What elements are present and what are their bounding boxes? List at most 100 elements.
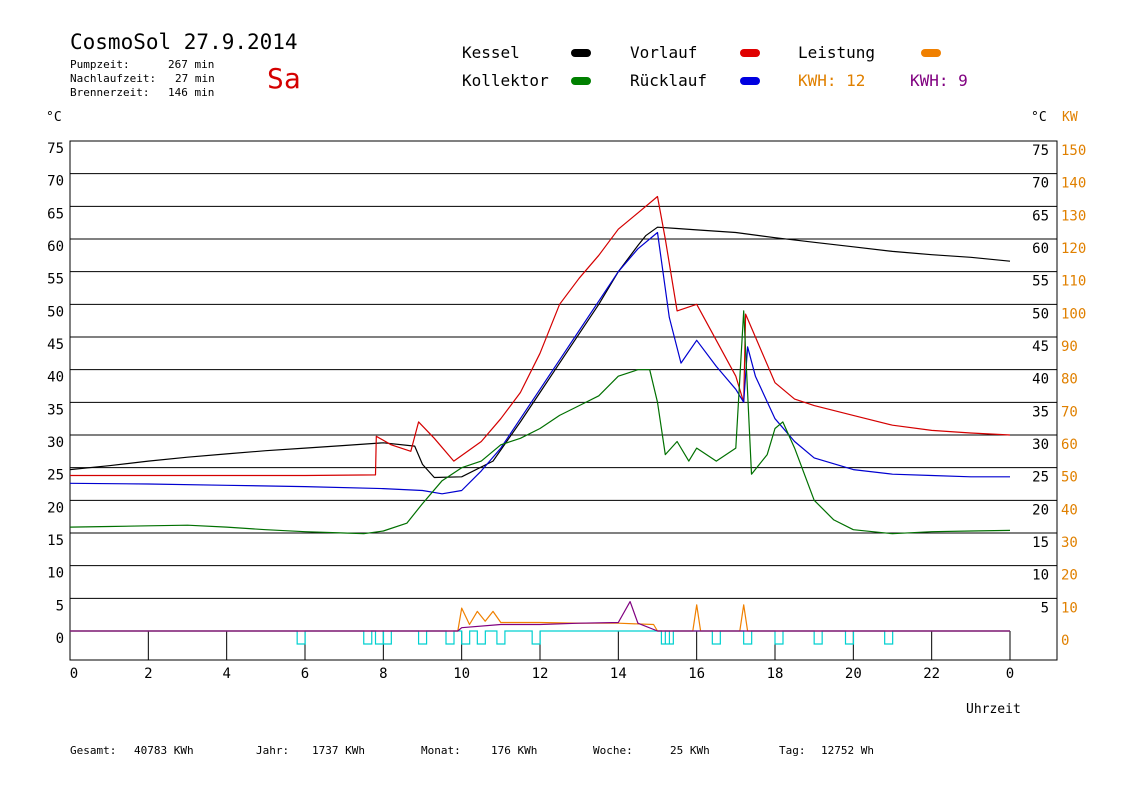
woche-label: Woche:	[593, 744, 633, 757]
jahr-value: 1737 KWh	[312, 744, 365, 757]
legend-label-vorlauf: Vorlauf	[630, 43, 698, 62]
y-tick-label: 10	[47, 566, 64, 582]
x-tick-label: 22	[923, 666, 940, 682]
y2-tick-label: 0	[1061, 633, 1069, 649]
y-tick-label: 50	[47, 304, 64, 320]
brennerzeit-label: Brennerzeit:	[70, 86, 150, 99]
y2-tick-label: 10	[1061, 600, 1078, 616]
y2-tick-label: 110	[1061, 274, 1086, 290]
y-axis-unit-right: °C	[1031, 110, 1047, 125]
x-tick-label: 2	[144, 666, 152, 682]
monat-value: 176 KWh	[491, 744, 538, 757]
x-tick-label: 4	[222, 666, 230, 682]
y-right-tick-label: 10	[1032, 568, 1049, 584]
y2-tick-label: 140	[1061, 176, 1086, 192]
nachlaufzeit-label: Nachlaufzeit:	[70, 72, 157, 85]
y2-tick-label: 100	[1061, 306, 1086, 322]
y-tick-label: 40	[47, 370, 64, 386]
y-tick-label: 0	[56, 631, 64, 647]
y-right-tick-label: 5	[1041, 600, 1049, 616]
x-tick-label: 8	[379, 666, 387, 682]
y-tick-label: 15	[47, 533, 64, 549]
x-axis-label: Uhrzeit	[966, 702, 1021, 717]
y-axis-unit-left: °C	[46, 110, 62, 125]
brennerzeit-value: 146 min	[168, 86, 215, 99]
jahr-label: Jahr:	[256, 744, 290, 757]
y2-tick-label: 120	[1061, 241, 1086, 257]
x-tick-label: 12	[532, 666, 549, 682]
x-tick-label: 16	[688, 666, 705, 682]
weekday-label: Sa	[267, 62, 301, 95]
y2-tick-label: 150	[1061, 143, 1086, 159]
legend-swatch-kollektor	[571, 77, 591, 85]
y-tick-label: 20	[47, 500, 64, 516]
x-tick-label: 20	[845, 666, 862, 682]
y-right-tick-label: 65	[1032, 208, 1049, 224]
y-right-tick-label: 25	[1032, 470, 1049, 486]
legend-label-kollektor: Kollektor	[462, 71, 549, 90]
y-right-tick-label: 20	[1032, 502, 1049, 518]
y-tick-label: 70	[47, 174, 64, 190]
y2-tick-label: 20	[1061, 568, 1078, 584]
x-tick-label: 6	[301, 666, 309, 682]
y-tick-label: 65	[47, 206, 64, 222]
y-right-tick-label: 40	[1032, 372, 1049, 388]
tag-value: 12752 Wh	[821, 744, 874, 757]
gesamt-value: 40783 KWh	[134, 744, 194, 757]
kwh-total-2: KWH: 9	[910, 71, 968, 90]
y-right-tick-label: 55	[1032, 274, 1049, 290]
y-tick-label: 30	[47, 435, 64, 451]
monat-label: Monat:	[421, 744, 461, 757]
y-tick-label: 55	[47, 272, 64, 288]
x-tick-label: 18	[767, 666, 784, 682]
legend-label-leistung: Leistung	[798, 43, 876, 62]
x-tick-label: 0	[70, 666, 78, 682]
y-right-tick-label: 15	[1032, 535, 1049, 551]
plot-frame	[69, 140, 1058, 661]
y2-tick-label: 70	[1061, 404, 1078, 420]
tag-label: Tag:	[779, 744, 806, 757]
series-line-vorlauf	[70, 195, 1011, 477]
y-tick-label: 75	[47, 141, 64, 157]
series-line-kollektor	[69, 310, 1011, 535]
pumpzeit-value: 267 min	[168, 58, 215, 71]
y2-tick-label: 60	[1061, 437, 1078, 453]
series-line-unnamed	[70, 600, 1010, 632]
pump-indicator-line	[70, 630, 1010, 645]
y-tick-label: 60	[47, 239, 64, 255]
legend-label-ruecklauf: Rücklauf	[630, 71, 708, 90]
y2-tick-label: 30	[1061, 535, 1078, 551]
woche-value: 25 KWh	[670, 744, 710, 757]
gesamt-label: Gesamt:	[70, 744, 117, 757]
y-tick-label: 25	[47, 468, 64, 484]
x-tick-label: 10	[453, 666, 470, 682]
y2-tick-label: 40	[1061, 502, 1078, 518]
series-line-leistung	[70, 604, 1010, 632]
nachlaufzeit-value: 27 min	[175, 72, 215, 85]
y2-tick-label: 90	[1061, 339, 1078, 355]
legend-swatch-ruecklauf	[740, 77, 760, 85]
pumpzeit-label: Pumpzeit:	[70, 58, 130, 71]
y-right-tick-label: 50	[1032, 306, 1049, 322]
kwh-total-1: KWH: 12	[798, 71, 866, 90]
y2-axis-unit: KW	[1062, 110, 1078, 125]
y2-tick-label: 50	[1061, 470, 1078, 486]
y-right-tick-label: 45	[1032, 339, 1049, 355]
y-right-tick-label: 75	[1032, 143, 1049, 159]
legend-label-kessel: Kessel	[462, 43, 520, 62]
y-right-tick-label: 35	[1032, 404, 1049, 420]
y2-tick-label: 80	[1061, 372, 1078, 388]
y-right-tick-label: 30	[1032, 437, 1049, 453]
y2-tick-label: 130	[1061, 208, 1086, 224]
y-right-tick-label: 70	[1032, 176, 1049, 192]
legend-swatch-leistung	[921, 49, 941, 57]
x-tick-label: 0	[1006, 666, 1014, 682]
series-line-kessel	[69, 226, 1011, 479]
x-tick-label: 14	[610, 666, 627, 682]
legend-swatch-vorlauf	[740, 49, 760, 57]
y-tick-label: 5	[56, 598, 64, 614]
y-tick-label: 45	[47, 337, 64, 353]
y-tick-label: 35	[47, 402, 64, 418]
legend-swatch-kessel	[571, 49, 591, 57]
